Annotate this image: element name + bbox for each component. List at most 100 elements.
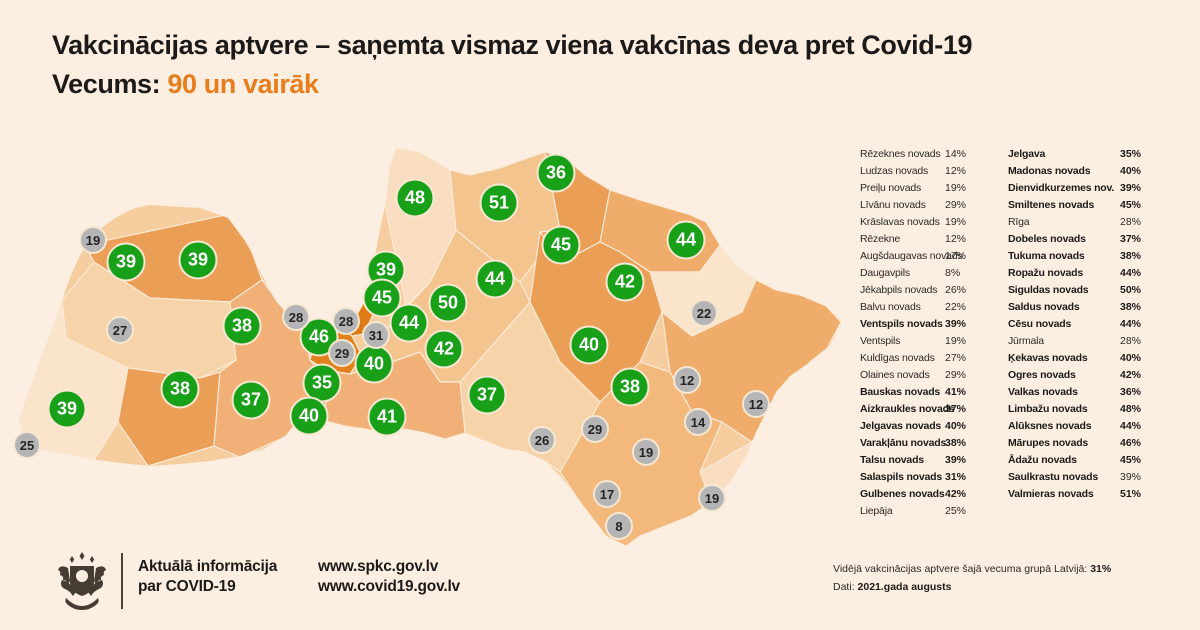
municipality-name: Rēzekne	[860, 233, 901, 245]
municipality-value: 44%	[1120, 267, 1142, 279]
map-badge: 42	[424, 329, 464, 369]
municipality-name: Daugavpils	[860, 267, 910, 279]
map-badge: 29	[328, 339, 356, 367]
municipality-name: Ventspils novads	[860, 318, 943, 330]
municipality-row: Dobeles novads 37%	[1008, 231, 1168, 248]
municipality-value: 37%	[1120, 233, 1142, 245]
page-subtitle: Vecums: 90 un vairāk	[52, 69, 972, 100]
municipality-row: Liepāja 25%	[860, 503, 1010, 520]
municipality-name: Bauskas novads	[860, 386, 941, 398]
municipality-name: Limbažu novads	[1008, 403, 1088, 415]
municipality-name: Gulbenes novads	[860, 488, 945, 500]
municipality-name: Rīga	[1008, 216, 1030, 228]
municipality-value: 46%	[1120, 437, 1142, 449]
municipality-value: 44%	[1120, 420, 1142, 432]
municipality-value: 12%	[945, 165, 967, 177]
note-average-value: 31%	[1090, 563, 1112, 575]
municipality-value: 29%	[945, 199, 967, 211]
municipality-row: Talsu novads 39%	[860, 452, 1010, 469]
municipality-row: Dienvidkurzemes nov. 39%	[1008, 180, 1168, 197]
municipality-name: Saulkrastu novads	[1008, 471, 1098, 483]
map-badge: 8	[605, 512, 633, 540]
municipality-name: Aizkraukles novads	[860, 403, 955, 415]
municipality-value: 38%	[945, 437, 967, 449]
note-data-line: Dati: 2021.gada augusts	[833, 581, 952, 593]
municipality-row: Ropažu novads 44%	[1008, 265, 1168, 282]
latvia-coat-of-arms-logo	[58, 552, 106, 610]
municipality-name: Krāslavas novads	[860, 216, 940, 228]
municipality-name: Siguldas novads	[1008, 284, 1089, 296]
municipality-name: Salaspils novads	[860, 471, 943, 483]
municipality-value: 40%	[945, 420, 967, 432]
footer-divider	[121, 553, 123, 609]
municipality-list-column-2: Jelgava 35% Madonas novads 40% Dienvidkurzem…	[1008, 146, 1168, 503]
municipality-value: 45%	[1120, 454, 1142, 466]
map-badge: 38	[610, 367, 650, 407]
footer-note: Vidējā vakcinācijas aptvere šajā vecuma …	[833, 560, 1111, 596]
url-covid19: www.covid19.gov.lv	[318, 578, 460, 595]
municipality-row: Cēsu novads 44%	[1008, 316, 1168, 333]
municipality-row: Ādažu novads 45%	[1008, 452, 1168, 469]
municipality-name: Cēsu novads	[1008, 318, 1072, 330]
url-spkc: www.spkc.gov.lv	[318, 558, 439, 575]
municipality-value: 29%	[945, 369, 967, 381]
map-badge: 22	[690, 299, 718, 327]
map-badge: 40	[289, 396, 329, 436]
municipality-row: Kuldīgas novads 27%	[860, 350, 1010, 367]
municipality-name: Jūrmala	[1008, 335, 1044, 347]
municipality-row: Smiltenes novads 45%	[1008, 197, 1168, 214]
municipality-name: Alūksnes novads	[1008, 420, 1092, 432]
municipality-name: Olaines novads	[860, 369, 930, 381]
map-badge: 40	[354, 344, 394, 384]
municipality-value: 39%	[1120, 471, 1142, 483]
municipality-value: 51%	[1120, 488, 1142, 500]
municipality-name: Jelgava	[1008, 148, 1046, 160]
map-badge: 39	[178, 240, 218, 280]
municipality-name: Valmieras novads	[1008, 488, 1094, 500]
municipality-value: 39%	[945, 318, 967, 330]
municipality-row: Rīga 28%	[1008, 214, 1168, 231]
map-badge: 12	[673, 366, 701, 394]
municipality-name: Līvānu novads	[860, 199, 926, 211]
municipality-name: Dienvidkurzemes nov.	[1008, 182, 1115, 194]
map-badge: 36	[536, 153, 576, 193]
map-badge: 40	[569, 325, 609, 365]
municipality-row: Saulkrastu novads 39%	[1008, 469, 1168, 486]
map-badge: 37	[231, 380, 271, 420]
municipality-value: 35%	[1120, 148, 1142, 160]
map-badge: 37	[467, 375, 507, 415]
municipality-row: Krāslavas novads 19%	[860, 214, 1010, 231]
map-badge: 44	[666, 220, 706, 260]
municipality-row: Ventspils novads 39%	[860, 316, 1010, 333]
map-badge: 41	[367, 397, 407, 437]
map-badge: 51	[479, 183, 519, 223]
map-badge: 26	[528, 426, 556, 454]
municipality-name: Varakļānu novads	[860, 437, 947, 449]
footer-urls: www.spkc.gov.lv www.covid19.gov.lv	[318, 557, 460, 597]
municipality-name: Smiltenes novads	[1008, 199, 1095, 211]
municipality-row: Balvu novads 22%	[860, 299, 1010, 316]
note-average-line: Vidējā vakcinācijas aptvere šajā vecuma …	[833, 563, 1112, 575]
map-badge: 42	[605, 262, 645, 302]
municipality-value: 50%	[1120, 284, 1142, 296]
municipality-row: Siguldas novads 50%	[1008, 282, 1168, 299]
map-badge: 48	[395, 178, 435, 218]
map-badge: 19	[632, 438, 660, 466]
map-badge: 19	[698, 484, 726, 512]
municipality-name: Valkas novads	[1008, 386, 1078, 398]
municipality-value: 42%	[1120, 369, 1142, 381]
municipality-value: 22%	[945, 301, 967, 313]
municipality-name: Tukuma novads	[1008, 250, 1085, 262]
footer-info: Aktuālā informācija par COVID-19	[138, 557, 277, 597]
municipality-value: 14%	[945, 148, 967, 160]
municipality-row: Jelgava 35%	[1008, 146, 1168, 163]
map-badge: 29	[581, 415, 609, 443]
municipality-value: 40%	[1120, 165, 1142, 177]
municipality-row: Jelgavas novads 40%	[860, 418, 1010, 435]
map-badge: 27	[106, 316, 134, 344]
municipality-row: Preiļu novads 19%	[860, 180, 1010, 197]
municipality-name: Ogres novads	[1008, 369, 1076, 381]
municipality-name: Jēkabpils novads	[860, 284, 938, 296]
map-badge: 19	[79, 226, 107, 254]
municipality-value: 40%	[1120, 352, 1142, 364]
